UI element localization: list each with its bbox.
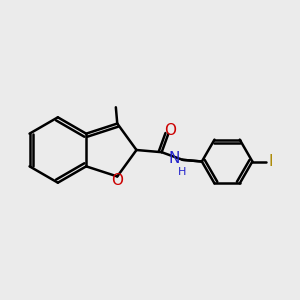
Text: H: H [178,167,186,177]
Text: N: N [169,151,180,166]
Text: O: O [164,123,176,138]
Text: I: I [268,154,273,169]
Text: O: O [111,173,123,188]
